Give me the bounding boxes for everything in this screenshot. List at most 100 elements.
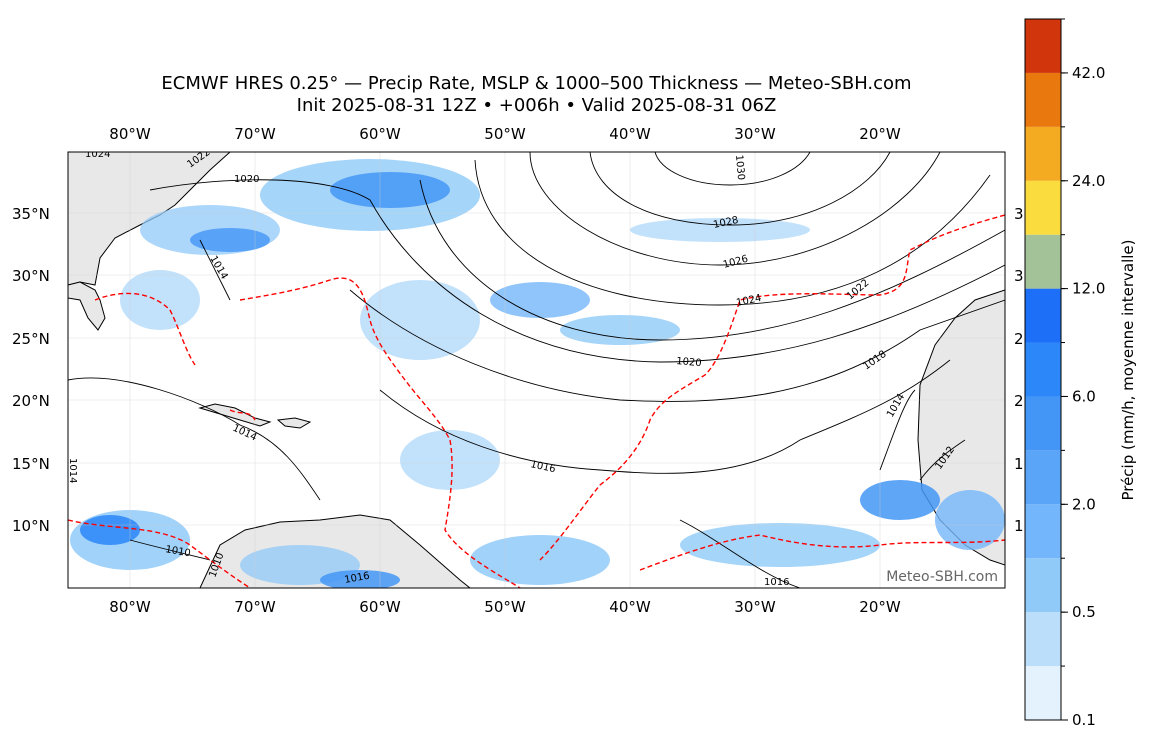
thickness-contours: [68, 214, 1005, 588]
cuba-island: [198, 403, 272, 427]
thickness-line: [239, 277, 521, 588]
lon-tick-bottom: 50°W: [484, 598, 526, 616]
isobar-label: 1010: [164, 544, 191, 559]
isobar-1016-b: [679, 519, 801, 588]
colorbar-tick-label: 24.0: [1072, 172, 1105, 190]
precip-area: [490, 282, 590, 318]
precip-area: [860, 480, 940, 520]
colorbar-segment: [1025, 612, 1061, 667]
isobar-1020: [149, 179, 1005, 363]
isobar-label: 1016: [344, 571, 371, 586]
lon-tick-top: 20°W: [859, 125, 901, 143]
lon-tick-top: 30°W: [734, 125, 776, 143]
precip-area: [630, 218, 810, 242]
isobars: [68, 152, 1005, 588]
lat-tick: 35°N: [12, 205, 50, 223]
lat-tick: 15°N: [12, 455, 50, 473]
precip-area: [400, 430, 500, 490]
colorbar-segment: [1025, 504, 1061, 559]
isobar-1016: [379, 359, 951, 474]
isobar-label: 1016: [529, 459, 556, 475]
isobar-1018: [349, 289, 1005, 402]
lon-tick-top: 80°W: [109, 125, 151, 143]
colorbar-tick-label: 6.0: [1072, 387, 1096, 405]
colorbar-segment: [1025, 234, 1061, 289]
colorbar-tick-label: 0.1: [1072, 711, 1096, 729]
colorbar-segment: [1025, 558, 1061, 613]
colorbar-label: Précip (mm/h, moyenne intervalle): [1119, 239, 1137, 500]
lon-tick-bottom: 40°W: [609, 598, 651, 616]
isobar-1014-c: [879, 389, 916, 471]
colorbar-segment: [1025, 72, 1061, 127]
lat-tick-right: 3: [1014, 205, 1024, 223]
isobar-1024: [474, 159, 991, 306]
precip-area: [935, 490, 1005, 550]
colorbar-tick-label: 0.5: [1072, 603, 1096, 621]
lon-tick-bottom: 20°W: [859, 598, 901, 616]
thickness-line: [639, 534, 1005, 571]
lat-axis-right-clipped: 3 3 2 2 1 1: [1014, 205, 1024, 535]
lat-tick-right: 2: [1014, 392, 1024, 410]
colorbar-segment: [1025, 126, 1061, 181]
colorbar-segment: [1025, 288, 1061, 343]
map-area: 1024 1020 1022 1014 1030 1028 1026 1024 …: [67, 149, 1005, 588]
thickness-line: [539, 214, 1005, 561]
colorbar-tick-label: 12.0: [1072, 280, 1105, 298]
chart-title-line-2: Init 2025-08-31 12Z • +006h • Valid 2025…: [296, 95, 777, 116]
hispaniola-island: [276, 417, 312, 429]
map-frame: [67, 151, 1006, 589]
colorbar-segment: [1025, 450, 1061, 505]
lat-tick-right: 2: [1014, 330, 1024, 348]
lon-tick-bottom: 80°W: [109, 598, 151, 616]
thickness-line: [229, 409, 256, 421]
isobar-1014: [199, 239, 231, 301]
isobar-label: 1020: [676, 356, 702, 369]
watermark: Meteo-SBH.com: [886, 569, 998, 585]
lon-tick-top: 70°W: [234, 125, 276, 143]
precip-area: [80, 515, 140, 545]
precip-area: [360, 280, 480, 360]
lon-tick-top: 60°W: [359, 125, 401, 143]
lon-tick-bottom: 60°W: [359, 598, 401, 616]
lon-axis: 80°W 70°W 60°W 50°W 40°W 30°W 20°W 80°W …: [109, 125, 901, 616]
isobar-1030: [654, 152, 811, 186]
lat-tick: 30°N: [12, 267, 50, 285]
precip-area: [120, 270, 200, 330]
gridlines: [68, 152, 1005, 588]
colorbar-segment: [1025, 666, 1061, 720]
isobar-label: 1028: [712, 215, 739, 231]
precip-area: [560, 315, 680, 345]
isobar-label: 1024: [85, 149, 110, 160]
isobar-1022: [419, 179, 1005, 341]
isobar-label: 1014: [67, 458, 78, 483]
lat-tick-right: 1: [1014, 455, 1024, 473]
isobar-1012: [919, 439, 966, 481]
chart-title-line-1: ECMWF HRES 0.25° — Precip Rate, MSLP & 1…: [161, 73, 912, 94]
isobar-1010: [129, 539, 211, 561]
lat-tick: 10°N: [12, 517, 50, 535]
thickness-line: [94, 292, 196, 366]
colorbar-tick-label: 42.0: [1072, 64, 1105, 82]
colorbar-ticks: 0.1 0.5 2.0 6.0 12.0 24.0 42.0: [1061, 18, 1105, 729]
lon-tick-top: 40°W: [609, 125, 651, 143]
colorbar-tick-label: 2.0: [1072, 495, 1096, 513]
lon-tick-bottom: 30°W: [734, 598, 776, 616]
precip-area: [680, 523, 880, 567]
isobar-label: 1030: [733, 154, 746, 180]
florida-land: [68, 281, 106, 331]
lon-tick-top: 50°W: [484, 125, 526, 143]
isobar-1026: [529, 152, 941, 266]
colorbar-segment: [1025, 19, 1061, 73]
isobar-label: 1016: [764, 577, 789, 588]
thickness-line: [68, 519, 251, 588]
lat-tick: 25°N: [12, 330, 50, 348]
lat-tick-right: 1: [1014, 517, 1024, 535]
colorbar-segment: [1025, 180, 1061, 235]
isobar-1028: [589, 152, 891, 226]
colorbar-frame: [1024, 18, 1062, 721]
isobar-label: 1024: [735, 293, 762, 309]
isobar-label: 1020: [234, 174, 259, 185]
colorbar-segment: [1025, 342, 1061, 397]
colorbar: [1025, 19, 1061, 720]
